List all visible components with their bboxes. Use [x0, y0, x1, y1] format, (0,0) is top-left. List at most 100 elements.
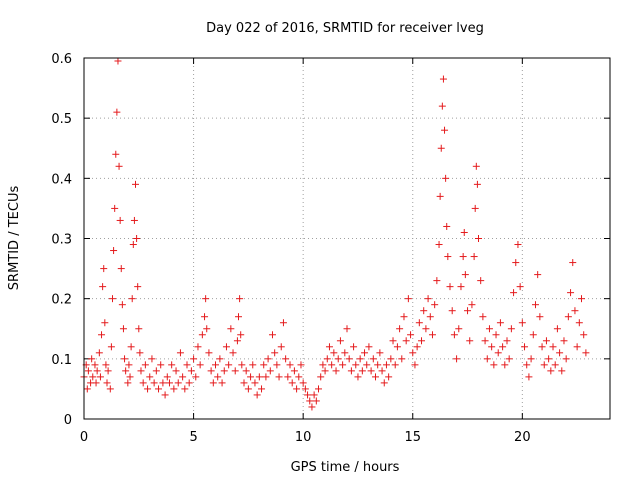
data-point: [439, 75, 447, 83]
data-point: [176, 349, 184, 357]
data-point: [562, 355, 570, 363]
data-point: [286, 361, 294, 369]
data-point: [323, 355, 331, 363]
data-point: [343, 325, 351, 333]
data-point: [111, 204, 119, 212]
x-tick-labels: 0 5 10 15 20: [80, 430, 531, 445]
data-point: [112, 150, 120, 158]
data-point: [391, 361, 399, 369]
data-point: [352, 361, 360, 369]
data-point: [441, 126, 449, 134]
data-point: [95, 349, 103, 357]
data-point: [321, 367, 329, 375]
data-point: [356, 355, 364, 363]
data-point: [578, 295, 586, 303]
data-point: [483, 355, 491, 363]
data-point: [185, 379, 193, 387]
data-point: [129, 241, 137, 249]
data-point: [135, 325, 143, 333]
data-point: [481, 337, 489, 345]
data-point: [389, 337, 397, 345]
data-point: [468, 301, 476, 309]
data-point: [453, 355, 461, 363]
data-point: [328, 361, 336, 369]
data-point: [347, 367, 355, 375]
data-point: [341, 349, 349, 357]
data-point: [380, 379, 388, 387]
y-tick-label: 0.5: [51, 112, 72, 127]
data-point: [396, 325, 404, 333]
data-point: [308, 403, 316, 411]
data-point: [525, 373, 533, 381]
data-point: [91, 361, 99, 369]
data-point: [168, 361, 176, 369]
data-point: [242, 367, 250, 375]
data-point: [402, 337, 410, 345]
data-point: [255, 373, 263, 381]
y-tick-label: 0.4: [51, 172, 72, 187]
data-point: [564, 313, 572, 321]
data-point: [422, 325, 430, 333]
y-tick-labels: 0 0.1 0.2 0.3 0.4 0.5 0.6: [51, 52, 72, 428]
data-point: [122, 367, 130, 375]
data-point: [118, 301, 126, 309]
data-point: [141, 361, 149, 369]
data-point: [229, 349, 237, 357]
data-point: [96, 373, 104, 381]
data-point: [98, 331, 106, 339]
data-point: [496, 319, 504, 327]
plot-frame: [83, 57, 611, 420]
data-point: [413, 343, 421, 351]
data-point: [488, 343, 496, 351]
data-point: [299, 379, 307, 387]
data-point: [271, 349, 279, 357]
y-tick-label: 0.1: [51, 353, 72, 368]
x-tick-label: 5: [189, 430, 197, 445]
data-point: [116, 216, 124, 224]
data-point: [310, 391, 318, 399]
data-point: [93, 367, 101, 375]
data-point: [514, 241, 522, 249]
data-point: [569, 259, 577, 267]
data-point: [455, 325, 463, 333]
data-point: [187, 367, 195, 375]
data-point: [505, 355, 513, 363]
data-point: [83, 385, 91, 393]
data-point: [125, 361, 133, 369]
data-point: [260, 361, 268, 369]
data-point: [446, 283, 454, 291]
data-point: [282, 355, 290, 363]
data-point: [207, 367, 215, 375]
data-point: [404, 295, 412, 303]
data-point: [157, 361, 165, 369]
data-point: [196, 361, 204, 369]
data-point: [431, 301, 439, 309]
data-point: [159, 379, 167, 387]
data-point: [378, 367, 386, 375]
data-point: [538, 343, 546, 351]
data-point: [490, 361, 498, 369]
data-point: [382, 361, 390, 369]
data-point: [165, 379, 173, 387]
data-point: [325, 343, 333, 351]
data-point: [450, 331, 458, 339]
data-point: [181, 385, 189, 393]
data-point: [461, 271, 469, 279]
data-point: [295, 373, 303, 381]
data-point: [575, 319, 583, 327]
data-point: [133, 235, 141, 242]
data-point: [247, 373, 255, 381]
data-point: [494, 349, 502, 357]
data-point: [132, 180, 140, 188]
data-point: [127, 343, 135, 351]
data-point: [301, 385, 309, 393]
data-point: [293, 385, 301, 393]
data-point: [174, 379, 182, 387]
data-point: [108, 295, 116, 303]
data-point: [205, 349, 213, 357]
data-point: [547, 367, 555, 375]
data-point: [238, 361, 246, 369]
data-point: [275, 373, 283, 381]
data-point: [385, 373, 393, 381]
